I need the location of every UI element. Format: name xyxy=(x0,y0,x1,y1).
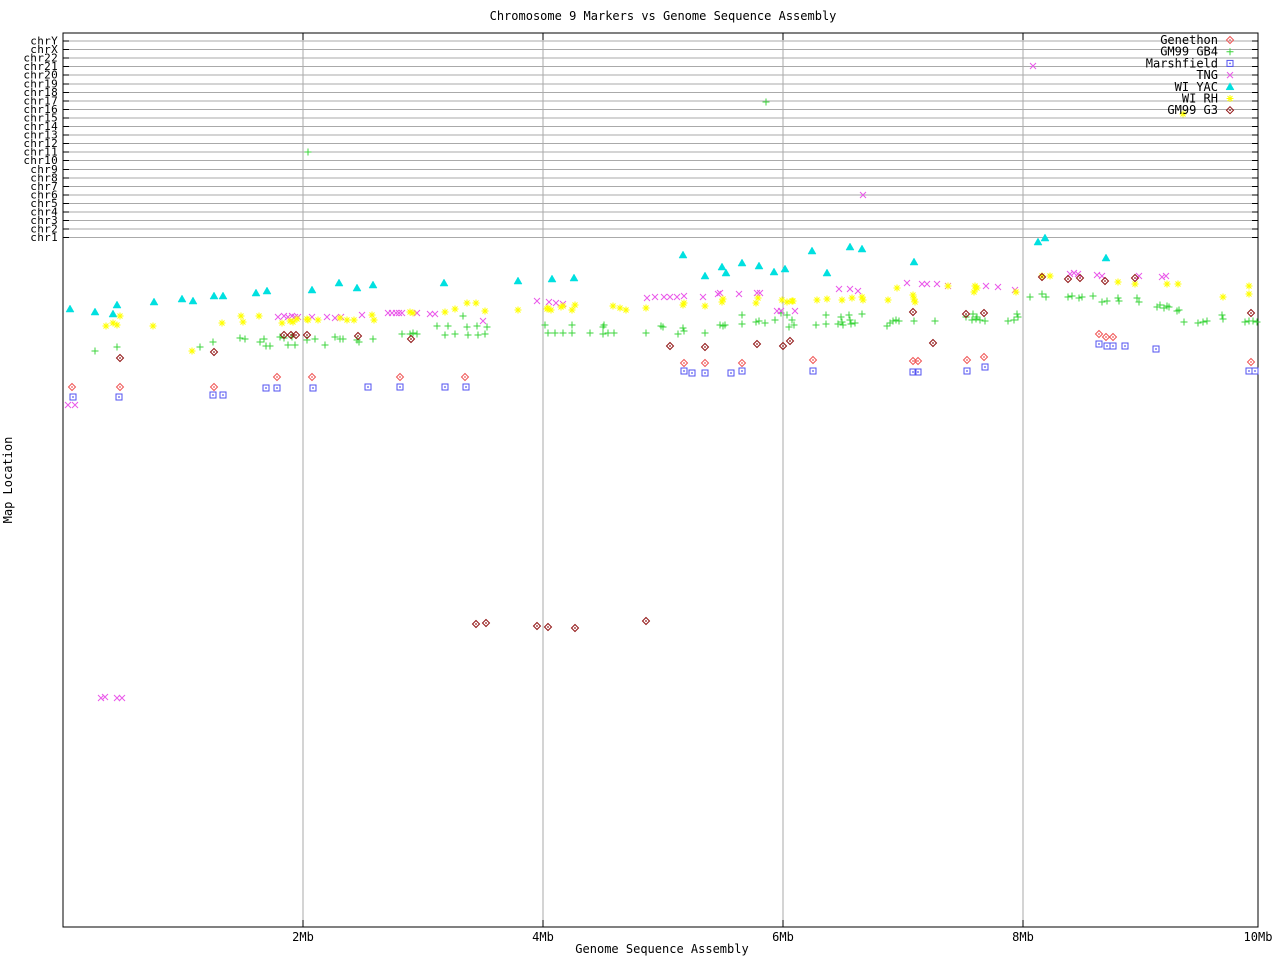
series-gm99-g3 xyxy=(115,272,1256,633)
chart-title: Chromosome 9 Markers vs Genome Sequence … xyxy=(490,9,837,23)
legend-item-wi-yac: WI YAC xyxy=(1175,80,1235,94)
y-tick-label-chr5: chr5 xyxy=(30,197,58,210)
series-genethon xyxy=(67,329,1256,392)
x-tick-label-2mb: 2Mb xyxy=(292,930,314,944)
y-tick-label-chr6: chr6 xyxy=(30,188,58,201)
legend-item-marshfield: Marshfield xyxy=(1146,56,1234,70)
y-tick-label-chr14: chr14 xyxy=(23,120,58,133)
x-axis-title: Genome Sequence Assembly xyxy=(575,942,748,956)
series-tng xyxy=(64,62,1170,702)
y-tick-label-chr19: chr19 xyxy=(23,77,58,90)
y-tick-label-chr10: chr10 xyxy=(23,154,58,167)
series-marshfield xyxy=(69,340,1259,401)
y-tick-label-chrx: chrX xyxy=(30,43,58,56)
y-tick-label-chr9: chr9 xyxy=(30,163,58,176)
series-wi-rh xyxy=(102,110,1253,355)
y-axis-title: Map Location xyxy=(1,437,15,524)
series-gm99-gb4 xyxy=(91,98,1261,355)
legend-marker-icon xyxy=(1225,82,1235,91)
x-tick-label-6mb: 6Mb xyxy=(772,930,794,944)
x-tick-label-10mb: 10Mb xyxy=(1244,930,1273,944)
legend-label: WI YAC xyxy=(1175,80,1218,94)
legend-label: WI RH xyxy=(1182,92,1218,106)
legend-label: Genethon xyxy=(1160,33,1218,47)
y-tick-label-chr2: chr2 xyxy=(30,223,58,236)
x-tick-label-8mb: 8Mb xyxy=(1012,930,1034,944)
y-tick-label-chry: chrY xyxy=(30,35,58,48)
y-tick-label-chr13: chr13 xyxy=(23,129,58,142)
legend-item-gm99-g3: GM99 G3 xyxy=(1167,103,1235,117)
chromosome-lanes xyxy=(63,40,1258,239)
y-tick-label-chr15: chr15 xyxy=(23,111,58,124)
legend-marker-icon xyxy=(1226,48,1234,56)
y-tick-label-chr8: chr8 xyxy=(30,171,58,184)
y-tick-label-chr1: chr1 xyxy=(30,231,58,244)
legend-marker-icon xyxy=(1226,95,1234,102)
series-wi-yac xyxy=(65,233,1111,318)
y-tick-label-chr11: chr11 xyxy=(23,146,58,159)
y-tick-label-chr21: chr21 xyxy=(23,60,58,73)
legend-label: GM99 GB4 xyxy=(1160,45,1218,59)
legend-marker-icon xyxy=(1226,71,1234,79)
legend-item-gm99-gb4: GM99 GB4 xyxy=(1160,45,1234,59)
legend-label: GM99 G3 xyxy=(1167,103,1218,117)
y-tick-label-chr20: chr20 xyxy=(23,69,58,82)
legend-marker-icon xyxy=(1225,105,1235,115)
y-tick-label-chr16: chr16 xyxy=(23,103,58,116)
legend-label: TNG xyxy=(1196,68,1218,82)
y-tick-label-chr18: chr18 xyxy=(23,86,58,99)
axis-tick-labels: chrYchrXchr22chr21chr20chr19chr18chr17ch… xyxy=(23,35,1272,945)
y-tick-label-chr12: chr12 xyxy=(23,137,58,150)
legend-label: Marshfield xyxy=(1146,56,1218,70)
legend-marker-icon xyxy=(1225,35,1235,45)
x-tick-label-4mb: 4Mb xyxy=(532,930,554,944)
legend-item-tng: TNG xyxy=(1196,68,1234,82)
y-tick-label-chr7: chr7 xyxy=(30,180,58,193)
y-tick-label-chr3: chr3 xyxy=(30,214,58,227)
y-tick-label-chr4: chr4 xyxy=(30,206,58,219)
y-tick-label-chr17: chr17 xyxy=(23,94,58,107)
legend-item-wi-rh: WI RH xyxy=(1182,92,1234,106)
legend-item-genethon: Genethon xyxy=(1160,33,1235,47)
y-tick-label-chr22: chr22 xyxy=(23,52,58,65)
plot-border xyxy=(62,32,1259,928)
gridlines xyxy=(302,33,1024,927)
data-points xyxy=(64,62,1261,702)
legend-marker-icon xyxy=(1226,59,1234,67)
axis-ticks xyxy=(63,33,1259,927)
